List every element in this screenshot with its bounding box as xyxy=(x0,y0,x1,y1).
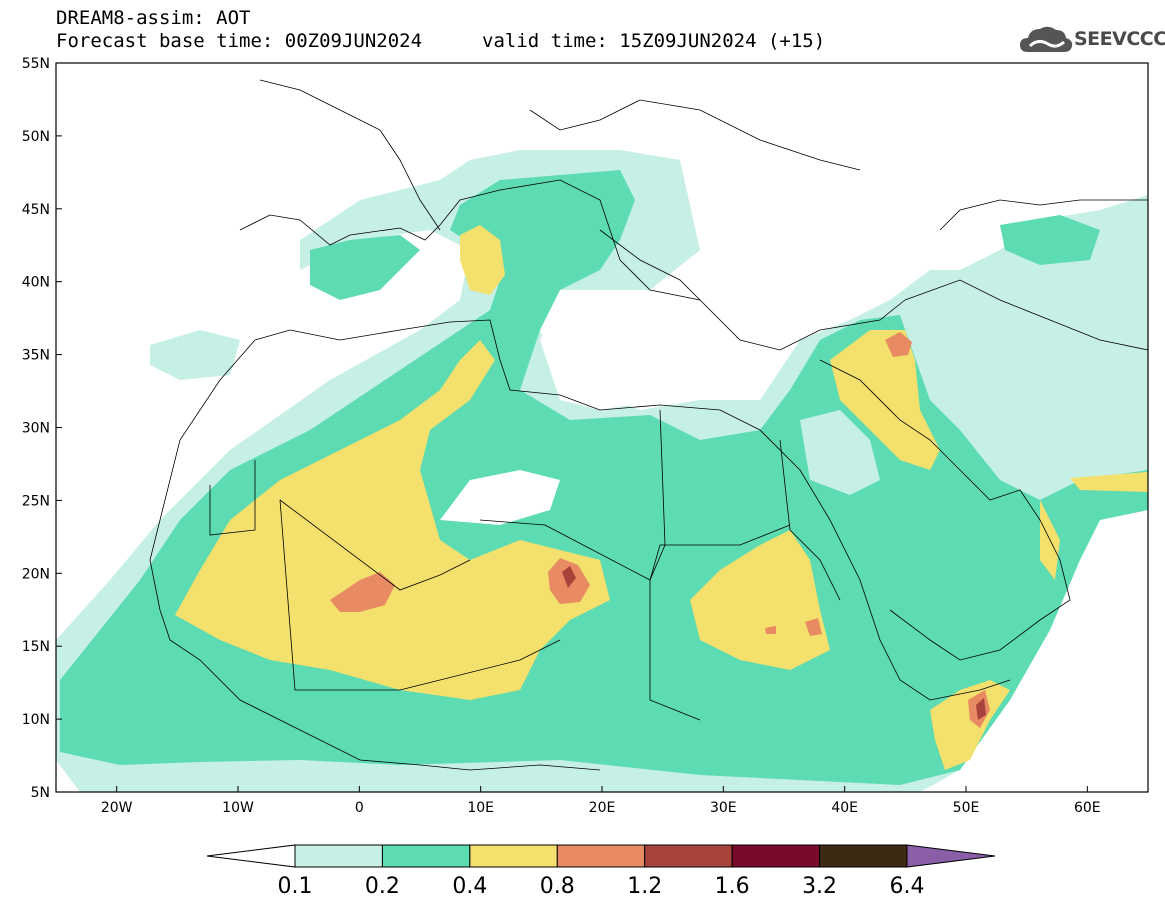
legend-swatch-below xyxy=(206,844,296,868)
y-tick-label: 40N xyxy=(22,275,50,291)
y-tick-label: 10N xyxy=(22,712,50,728)
y-axis: 5N 10N 15N 20N 25N 30N 35N 40N 45N 50N 55N xyxy=(22,56,62,801)
coastlines xyxy=(149,79,1148,771)
valid-time: valid time: 15Z09JUN2024 (+15) xyxy=(482,30,826,52)
aot-field xyxy=(56,63,1148,792)
x-axis: 20W 10W 0 10E 20E 30E 40E 50E 60E xyxy=(101,786,1101,816)
aot-contour-0.1b xyxy=(150,330,240,380)
legend-swatch xyxy=(556,844,646,868)
forecast-times: Forecast base time: 00Z09JUN2024 valid ti… xyxy=(56,30,825,52)
aot-contour-1.2b xyxy=(976,698,986,720)
y-tick-label: 55N xyxy=(22,56,50,72)
x-tick-label: 30E xyxy=(710,800,737,816)
aot-contour-0.4g xyxy=(1070,472,1148,492)
legend-level-label: 1.6 xyxy=(715,874,750,899)
legend-level-label: 1.2 xyxy=(627,874,662,899)
x-tick-label: 50E xyxy=(953,800,980,816)
seevccc-logo: SEEVCCC xyxy=(1018,22,1165,56)
x-tick-label: 40E xyxy=(831,800,858,816)
y-tick-label: 30N xyxy=(22,421,50,437)
x-tick-label: 20W xyxy=(101,800,133,816)
aot-hole-med xyxy=(540,295,780,410)
aot-contour-1.2 xyxy=(562,566,576,588)
base-time: Forecast base time: 00Z09JUN2024 xyxy=(56,30,423,52)
aot-contour-0.2b xyxy=(310,235,420,300)
legend-level-label: 6.4 xyxy=(890,874,925,899)
legend-level-label: 3.2 xyxy=(802,874,837,899)
legend-swatch-above xyxy=(906,844,996,868)
aot-hole-arabia xyxy=(800,410,880,495)
aot-contour-0.4c xyxy=(830,330,940,470)
aot-contour-0.8f xyxy=(765,626,776,634)
aot-contour-0.8 xyxy=(330,572,395,612)
y-tick-label: 5N xyxy=(31,785,50,801)
aot-contour-0.4b xyxy=(690,530,830,670)
y-tick-label: 15N xyxy=(22,639,50,655)
cloud-icon xyxy=(1020,26,1073,52)
aot-contour-0.8c xyxy=(885,332,912,357)
logo-text: SEEVCCC xyxy=(1074,28,1165,50)
legend-level-label: 0.1 xyxy=(278,874,313,899)
aot-contour-0.2c xyxy=(1000,215,1100,265)
x-tick-label: 20E xyxy=(589,800,616,816)
x-tick-label: 60E xyxy=(1074,800,1101,816)
y-tick-label: 35N xyxy=(22,348,50,364)
aot-hole-sahara xyxy=(440,470,560,525)
legend-level-label: 0.8 xyxy=(540,874,575,899)
legend-swatch xyxy=(381,844,471,868)
x-tick-label: 0 xyxy=(355,800,364,816)
y-tick-label: 50N xyxy=(22,129,50,145)
aot-contour-0.4d xyxy=(460,225,505,295)
x-tick-label: 10W xyxy=(222,800,254,816)
map-title: DREAM8-assim: AOT xyxy=(56,7,251,29)
y-tick-label: 45N xyxy=(22,202,50,218)
aot-contour-0.8e xyxy=(805,618,822,636)
legend-swatch xyxy=(819,844,908,868)
legend-swatch xyxy=(294,844,383,868)
legend-level-label: 0.4 xyxy=(452,874,487,899)
aot-contour-0.4e xyxy=(930,680,1010,770)
y-tick-label: 20N xyxy=(22,566,50,582)
legend-swatch xyxy=(644,844,733,868)
x-tick-label: 10E xyxy=(467,800,494,816)
legend-level-label: 0.2 xyxy=(365,874,400,899)
legend-swatch xyxy=(469,844,558,868)
aot-contour-0.4 xyxy=(175,340,610,700)
y-tick-label: 25N xyxy=(22,493,50,509)
legend-swatch xyxy=(731,844,821,868)
